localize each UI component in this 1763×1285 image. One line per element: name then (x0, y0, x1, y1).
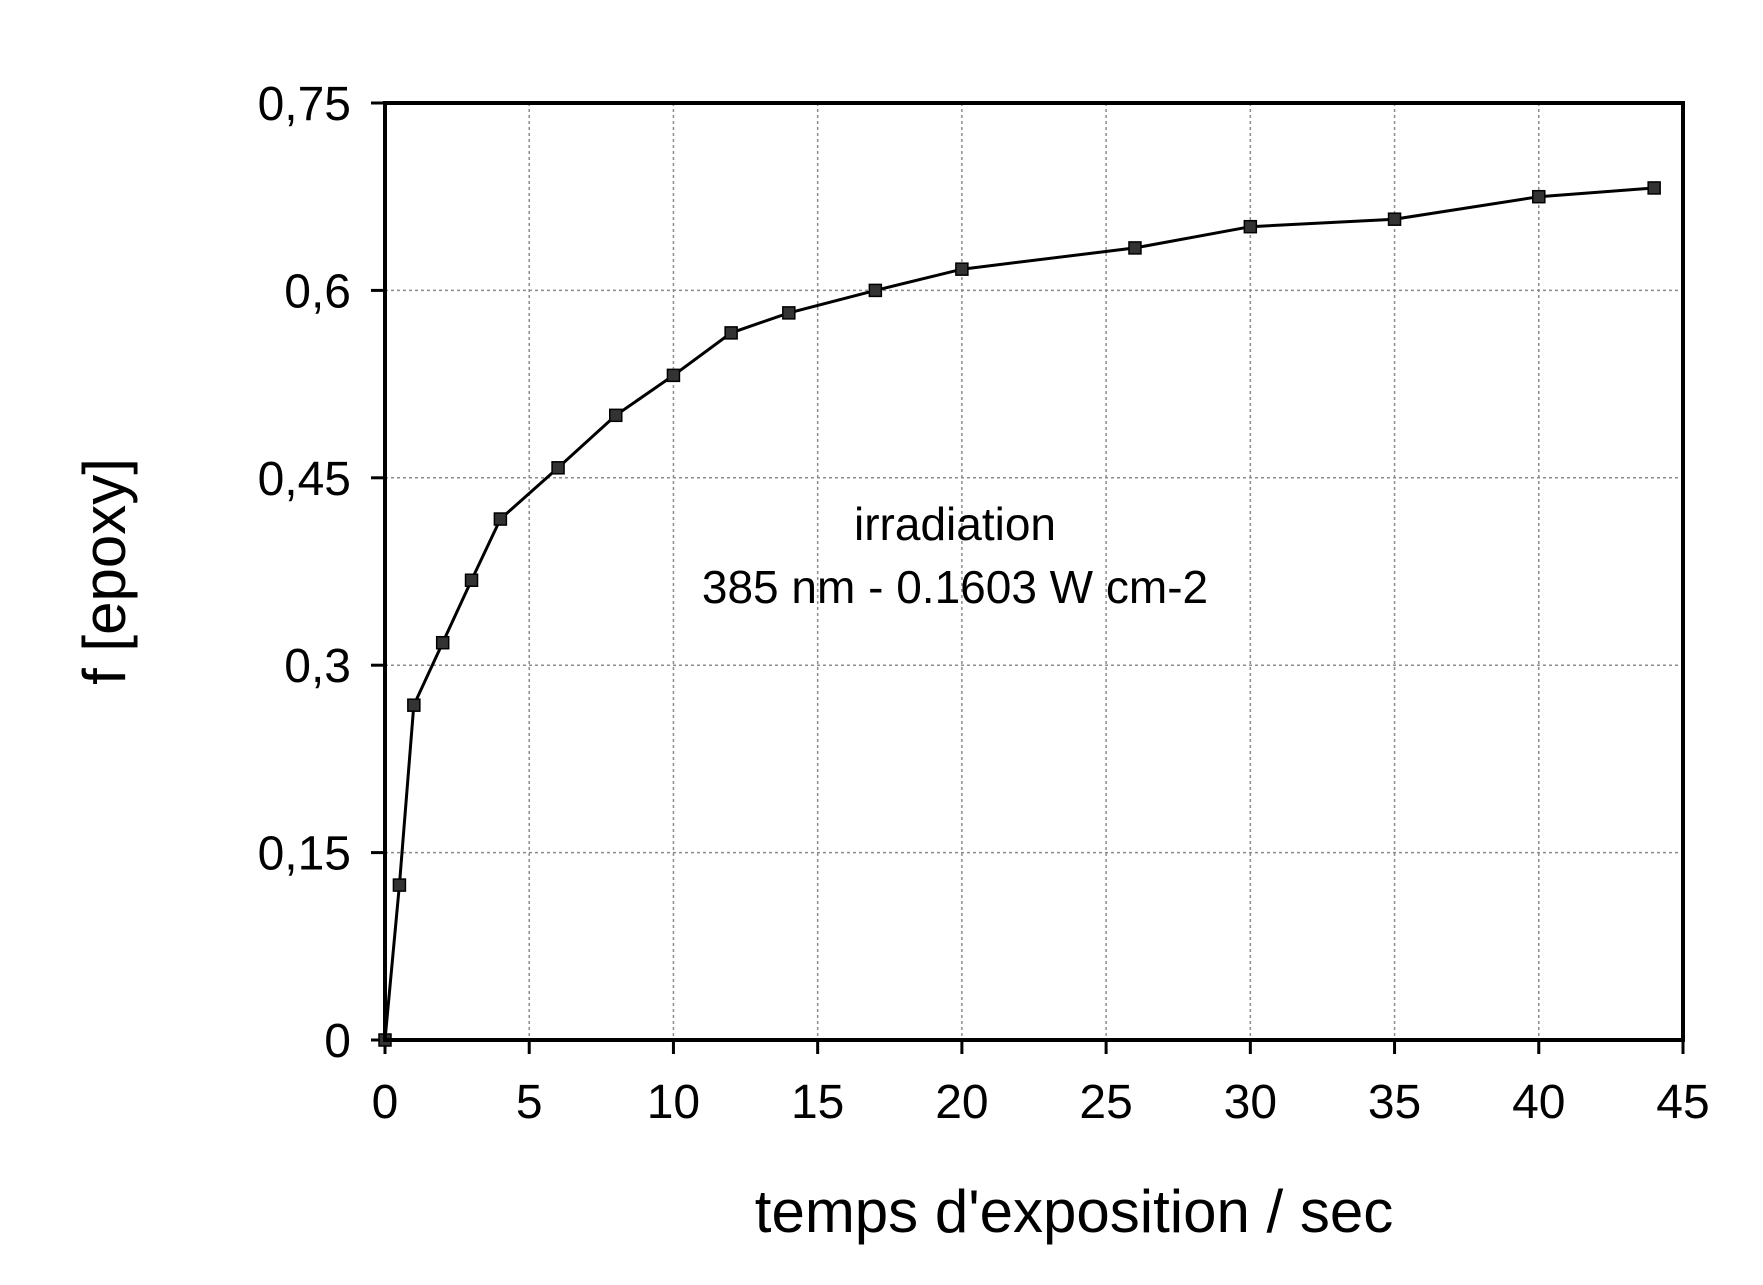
y-tick-label: 0,45 (258, 453, 351, 506)
grid-lines (385, 103, 1683, 1040)
data-point (407, 698, 421, 712)
x-tick-label: 35 (1368, 1076, 1421, 1129)
x-tick-labels: 0 5 10 15 20 25 30 35 40 45 (372, 1076, 1710, 1129)
data-point (1532, 189, 1546, 204)
data-point (955, 262, 969, 276)
data-point (666, 368, 681, 383)
data-point (392, 878, 407, 892)
series-layer (378, 181, 1661, 1047)
y-axis-label: f [epoxy] (71, 458, 138, 685)
x-tick-label: 45 (1656, 1076, 1709, 1129)
data-point (782, 306, 796, 320)
x-axis-label: temps d'exposition / sec (755, 1178, 1393, 1245)
x-tick-label: 20 (935, 1076, 988, 1129)
series-line (383, 186, 1655, 1041)
data-point (724, 326, 738, 340)
data-point (435, 635, 450, 650)
data-point (1243, 219, 1258, 234)
y-tick-label: 0,15 (258, 828, 351, 881)
data-point (551, 461, 565, 475)
y-tick-label: 0,75 (258, 78, 351, 131)
data-point (1387, 212, 1402, 226)
data-point (464, 573, 479, 587)
y-tick-labels: 0 0,15 0,3 0,45 0,6 0,75 (258, 78, 351, 1068)
x-tick-label: 25 (1079, 1076, 1132, 1129)
y-tick-label: 0 (324, 1015, 351, 1068)
data-point (868, 283, 883, 298)
data-point (493, 512, 508, 526)
annotation-irradiation: irradiation (854, 498, 1056, 550)
x-tick-label: 15 (791, 1076, 844, 1129)
data-point (1128, 241, 1142, 255)
plot-area-frame (383, 101, 1685, 1042)
x-tick-label: 10 (647, 1076, 700, 1129)
x-tick-label: 5 (516, 1076, 543, 1129)
x-tick-label: 0 (372, 1076, 399, 1129)
y-tick-label: 0,6 (284, 265, 351, 318)
x-tick-label: 30 (1224, 1076, 1277, 1129)
data-point (1647, 181, 1661, 195)
x-tick-label: 40 (1512, 1076, 1565, 1129)
data-point (609, 408, 623, 423)
annotation-wavelength-power: 385 nm - 0.1603 W cm-2 (702, 561, 1208, 613)
y-tick-label: 0,3 (284, 640, 351, 693)
